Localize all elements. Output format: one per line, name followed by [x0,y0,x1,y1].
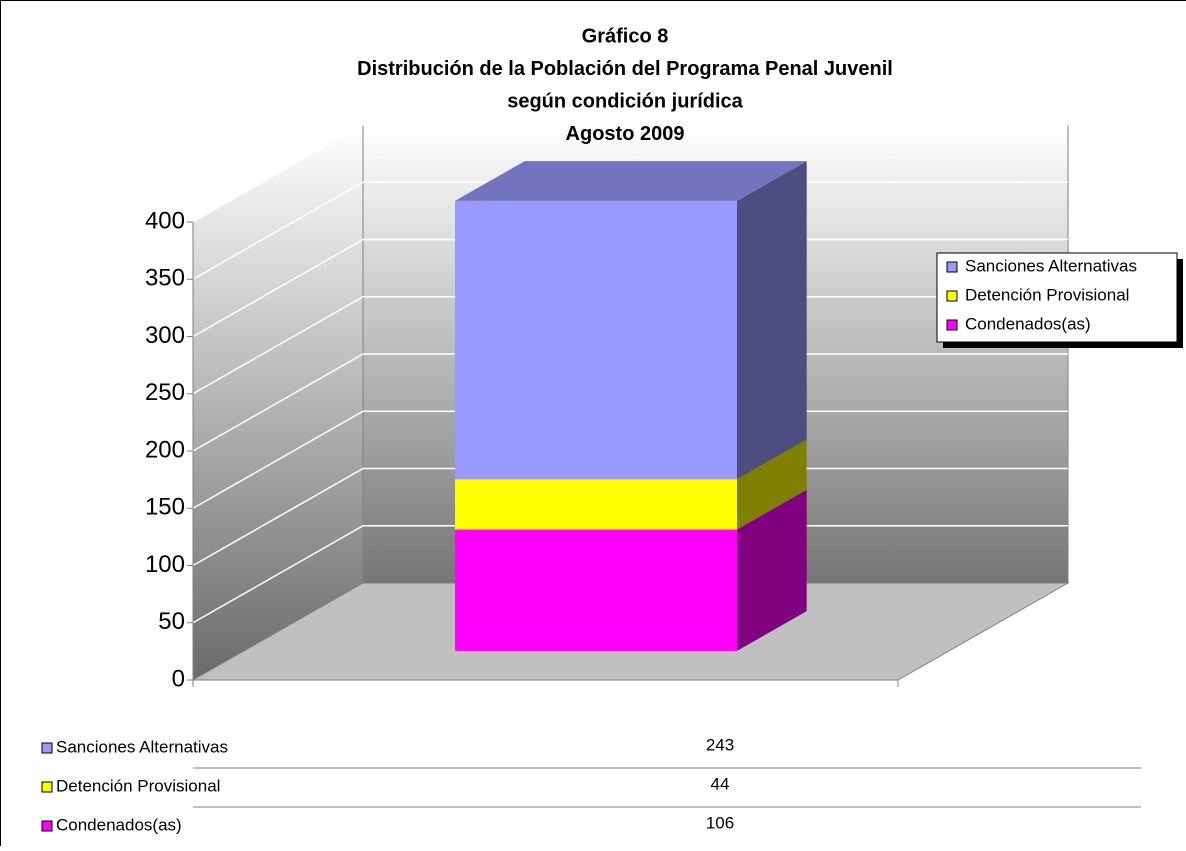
y-tick-label: 350 [145,265,185,292]
table-value: 44 [711,774,730,793]
y-tick-label: 50 [158,608,185,635]
chart-title: Distribución de la Población del Program… [357,58,893,80]
table-swatch [42,821,52,831]
table-series-name: Detención Provisional [56,776,220,795]
chart-title: según condición jurídica [507,90,743,112]
legend-label: Detención Provisional [965,285,1129,304]
y-tick-label: 400 [145,207,185,234]
chart-title: Gráfico 8 [582,25,669,47]
y-tick-label: 150 [145,494,185,521]
legend-label: Condenados(as) [965,314,1091,333]
bar [455,479,737,529]
table-swatch [42,782,52,792]
y-tick-label: 250 [145,379,185,406]
table-value: 243 [706,735,734,754]
bar [455,530,737,651]
y-tick-label: 300 [145,322,185,349]
y-tick-label: 0 [172,665,185,692]
y-tick-label: 100 [145,551,185,578]
bar-side [737,161,807,479]
legend-label: Sanciones Alternativas [965,256,1137,275]
table-value: 106 [706,813,734,832]
legend-swatch [947,262,957,272]
bar [455,201,737,479]
table-series-name: Sanciones Alternativas [56,737,228,756]
y-tick-label: 200 [145,436,185,463]
chart-title: Agosto 2009 [566,123,685,145]
legend-swatch [947,291,957,301]
table-swatch [42,743,52,753]
table-series-name: Condenados(as) [56,815,182,834]
legend-swatch [947,320,957,330]
